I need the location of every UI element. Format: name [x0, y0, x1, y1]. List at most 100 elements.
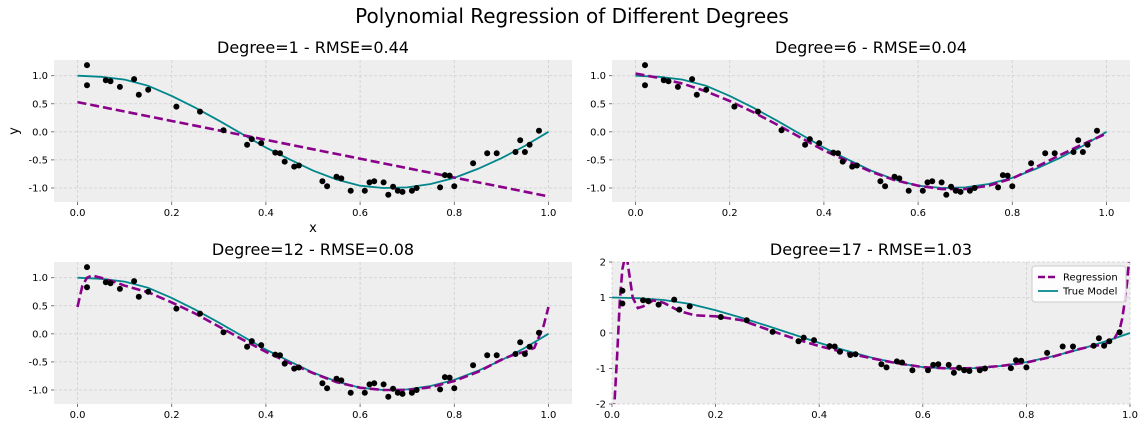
sample-point — [324, 385, 331, 392]
sample-point — [909, 367, 916, 374]
sample-point — [333, 375, 340, 382]
sample-point — [1070, 343, 1076, 350]
sample-point — [517, 137, 524, 144]
sample-point — [800, 334, 807, 341]
sample-point — [493, 150, 500, 157]
sample-point — [536, 329, 542, 336]
sample-point — [1079, 149, 1086, 155]
sample-point — [731, 103, 738, 110]
sample-point — [390, 385, 397, 392]
sample-point — [830, 149, 837, 156]
sample-point — [853, 162, 860, 169]
sample-point — [640, 297, 647, 304]
x-tick-label: 0.4 — [258, 208, 274, 219]
sample-point — [686, 303, 693, 310]
sample-point — [642, 82, 648, 89]
sample-point — [905, 187, 912, 194]
sample-point — [811, 337, 817, 344]
sample-point — [835, 150, 841, 157]
sample-point — [816, 140, 823, 147]
sample-point — [1075, 137, 1082, 144]
sample-point — [802, 141, 809, 148]
sample-point — [244, 343, 251, 350]
sample-point — [891, 173, 898, 180]
sample-point — [437, 386, 444, 393]
sample-point — [441, 374, 448, 381]
sample-point — [441, 172, 448, 179]
sample-point — [849, 163, 856, 170]
regression-line — [77, 100, 549, 198]
subplot-title: Degree=6 - RMSE=0.04 — [775, 38, 967, 57]
sample-point — [385, 393, 392, 400]
subplot-title: Degree=17 - RMSE=1.03 — [770, 240, 972, 259]
sample-point — [966, 368, 973, 374]
sample-point — [521, 149, 528, 155]
y-tick-label: -1.0 — [586, 183, 606, 194]
sample-point — [338, 377, 345, 384]
sample-point — [291, 163, 298, 170]
sample-point — [1095, 335, 1102, 342]
plot-layer — [612, 262, 1130, 404]
y-tick-label: -0.5 — [28, 357, 48, 368]
sample-point — [1051, 150, 1058, 157]
sample-point — [778, 127, 785, 134]
sample-point — [948, 183, 955, 190]
sample-point — [526, 343, 533, 350]
sample-point — [84, 264, 90, 271]
sample-point — [272, 149, 279, 156]
sample-point — [277, 352, 283, 359]
sample-point — [291, 365, 298, 372]
x-tick-label: 1.0 — [541, 410, 557, 421]
sample-point — [689, 76, 696, 83]
sample-point — [319, 380, 326, 387]
sample-point — [945, 361, 952, 368]
sample-point — [950, 369, 957, 376]
sample-point — [1007, 365, 1014, 372]
sample-point — [755, 108, 761, 115]
sample-point — [116, 83, 123, 90]
sample-point — [512, 149, 519, 155]
sample-point — [102, 279, 109, 286]
x-tick-label: 0.4 — [816, 208, 832, 219]
legend: Regression True Model — [1031, 265, 1127, 303]
sample-point — [347, 389, 354, 396]
sample-point — [324, 183, 331, 190]
subplot-2: 0.0 0.2 0.4 0.6 0.8 1.0 -1.0 -0.5 0.0 0.5 1.0 Degre… — [586, 38, 1130, 219]
x-tick-label: 0.2 — [708, 410, 724, 421]
subplot-1: 0.0 0.2 0.4 0.6 0.8 1.0 -1.0 -0.5 0.0 0.5 1.0 Degre… — [7, 38, 572, 236]
sample-point — [295, 162, 302, 169]
sample-point — [899, 359, 906, 366]
sample-point — [826, 343, 833, 350]
x-tick-label: 0.8 — [1018, 410, 1034, 421]
sample-point — [451, 183, 458, 190]
plot-layer — [635, 62, 1108, 198]
y-tick-label: 1.0 — [32, 273, 48, 284]
sample-point — [446, 374, 453, 381]
sample-point — [484, 150, 491, 157]
sample-point — [882, 183, 889, 190]
sample-point — [295, 364, 302, 371]
sample-point — [517, 339, 524, 346]
x-tick-label: 0.2 — [164, 208, 180, 219]
sample-point — [394, 187, 401, 194]
x-tick-label: 0.8 — [446, 410, 462, 421]
sample-point — [852, 351, 859, 358]
x-tick-label: 0.0 — [604, 410, 620, 421]
sample-point — [380, 179, 387, 186]
x-tick-label: 0.6 — [352, 410, 368, 421]
y-tick-label: -1.0 — [28, 183, 48, 194]
sample-point — [173, 305, 180, 312]
sample-point — [413, 387, 420, 393]
sample-point — [961, 367, 968, 374]
y-tick-label: -0.5 — [586, 155, 606, 166]
sample-point — [924, 179, 931, 186]
x-tick-label: 0.6 — [910, 208, 926, 219]
sample-point — [769, 328, 776, 335]
sample-point — [671, 296, 678, 303]
sample-point — [390, 183, 397, 190]
sample-point — [1084, 141, 1091, 148]
sample-point — [408, 187, 415, 194]
sample-point — [1004, 172, 1011, 179]
sample-point — [220, 329, 227, 336]
